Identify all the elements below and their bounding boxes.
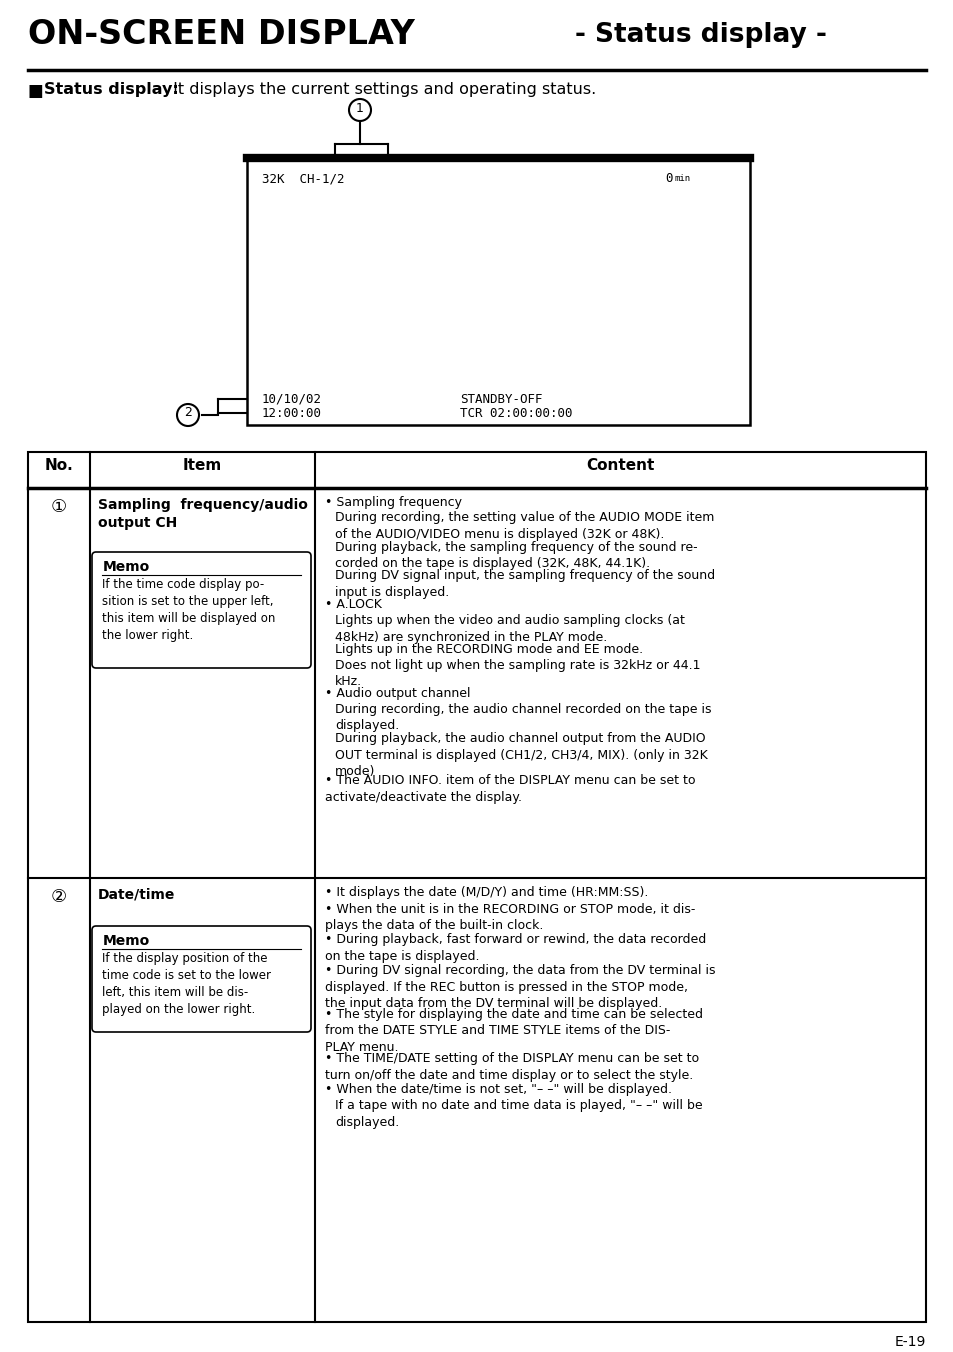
Text: During playback, the sampling frequency of the sound re-
corded on the tape is d: During playback, the sampling frequency … bbox=[335, 541, 697, 571]
Text: Item: Item bbox=[183, 458, 222, 473]
Text: During playback, the audio channel output from the AUDIO
OUT terminal is display: During playback, the audio channel outpu… bbox=[335, 731, 707, 777]
Text: • The style for displaying the date and time can be selected
from the DATE STYLE: • The style for displaying the date and … bbox=[325, 1009, 702, 1055]
Text: If a tape with no date and time data is played, "– –" will be
displayed.: If a tape with no date and time data is … bbox=[335, 1099, 702, 1129]
Text: It displays the current settings and operating status.: It displays the current settings and ope… bbox=[168, 82, 596, 97]
Text: • The AUDIO INFO. item of the DISPLAY menu can be set to
activate/deactivate the: • The AUDIO INFO. item of the DISPLAY me… bbox=[325, 775, 695, 804]
Text: • A.LOCK: • A.LOCK bbox=[325, 599, 381, 611]
Text: 0: 0 bbox=[664, 172, 672, 185]
Text: During recording, the audio channel recorded on the tape is
displayed.: During recording, the audio channel reco… bbox=[335, 703, 711, 733]
Text: Sampling  frequency/audio
output CH: Sampling frequency/audio output CH bbox=[98, 498, 308, 530]
Text: 12:00:00: 12:00:00 bbox=[262, 407, 322, 420]
Text: Status display:: Status display: bbox=[44, 82, 178, 97]
Text: • The TIME/DATE setting of the DISPLAY menu can be set to
turn on/off the date a: • The TIME/DATE setting of the DISPLAY m… bbox=[325, 1052, 699, 1082]
Text: 1: 1 bbox=[355, 101, 363, 115]
Text: 10/10/02: 10/10/02 bbox=[262, 393, 322, 406]
Bar bbox=[247, 158, 749, 425]
Text: ON-SCREEN DISPLAY: ON-SCREEN DISPLAY bbox=[28, 18, 415, 51]
Text: • Sampling frequency: • Sampling frequency bbox=[325, 496, 461, 508]
Text: Memo: Memo bbox=[103, 560, 150, 575]
Text: ■: ■ bbox=[28, 82, 44, 100]
Text: min: min bbox=[675, 174, 690, 183]
Text: If the display position of the
time code is set to the lower
left, this item wil: If the display position of the time code… bbox=[102, 952, 271, 1015]
Text: 32K  CH-1/2: 32K CH-1/2 bbox=[262, 172, 344, 185]
Text: Lights up in the RECORDING mode and EE mode.: Lights up in the RECORDING mode and EE m… bbox=[335, 644, 642, 656]
Text: ①: ① bbox=[51, 498, 67, 516]
Text: If the time code display po-
sition is set to the upper left,
this item will be : If the time code display po- sition is s… bbox=[102, 579, 275, 642]
Bar bbox=[28, 452, 925, 1322]
FancyBboxPatch shape bbox=[91, 926, 311, 1032]
Text: • During DV signal recording, the data from the DV terminal is
displayed. If the: • During DV signal recording, the data f… bbox=[325, 964, 715, 1010]
Text: • Audio output channel: • Audio output channel bbox=[325, 688, 470, 700]
Text: E-19: E-19 bbox=[894, 1334, 925, 1349]
Text: STANDBY-OFF: STANDBY-OFF bbox=[459, 393, 542, 406]
Text: No.: No. bbox=[45, 458, 73, 473]
Text: • When the unit is in the RECORDING or STOP mode, it dis-
plays the data of the : • When the unit is in the RECORDING or S… bbox=[325, 903, 695, 933]
Text: Does not light up when the sampling rate is 32kHz or 44.1
kHz.: Does not light up when the sampling rate… bbox=[335, 658, 700, 688]
Text: Memo: Memo bbox=[103, 934, 150, 948]
Text: • When the date/time is not set, "– –" will be displayed.: • When the date/time is not set, "– –" w… bbox=[325, 1083, 671, 1095]
Text: Content: Content bbox=[586, 458, 654, 473]
Text: • During playback, fast forward or rewind, the data recorded
on the tape is disp: • During playback, fast forward or rewin… bbox=[325, 933, 705, 963]
FancyBboxPatch shape bbox=[91, 552, 311, 668]
Text: During recording, the setting value of the AUDIO MODE item
of the AUDIO/VIDEO me: During recording, the setting value of t… bbox=[335, 511, 714, 541]
Text: Lights up when the video and audio sampling clocks (at
48kHz) are synchronized i: Lights up when the video and audio sampl… bbox=[335, 614, 684, 644]
Text: - Status display -: - Status display - bbox=[575, 22, 826, 49]
Text: ②: ② bbox=[51, 888, 67, 906]
Text: During DV signal input, the sampling frequency of the sound
input is displayed.: During DV signal input, the sampling fre… bbox=[335, 569, 715, 599]
Text: TCR 02:00:00:00: TCR 02:00:00:00 bbox=[459, 407, 572, 420]
Text: • It displays the date (M/D/Y) and time (HR:MM:SS).: • It displays the date (M/D/Y) and time … bbox=[325, 886, 648, 899]
Text: 2: 2 bbox=[184, 406, 192, 419]
Text: Date/time: Date/time bbox=[98, 888, 175, 902]
